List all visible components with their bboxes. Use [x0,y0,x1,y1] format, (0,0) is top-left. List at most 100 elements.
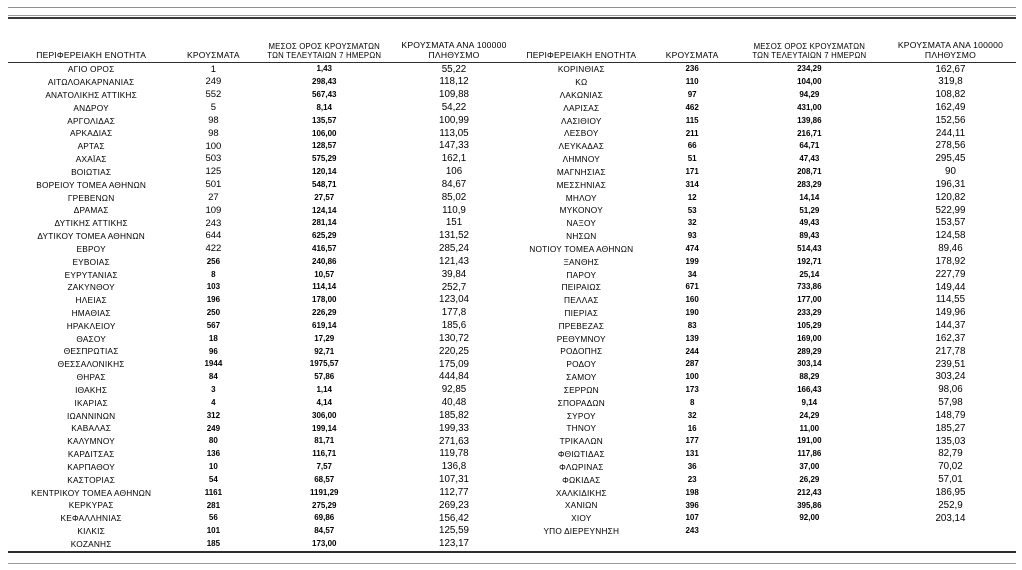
cell-avg7: 10,57 [314,269,335,279]
table-row: ΦΘΙΩΤΙΔΑΣ 131 117,86 82,79 [512,448,1016,461]
cell-per100k: 131,52 [439,230,469,242]
table-row: ΛΑΣΙΘΙΟΥ 115 139,86 152,56 [512,114,1016,127]
cell-region: ΤΡΙΚΑΛΩΝ [559,436,603,447]
cell-cases: 281 [206,500,221,510]
cell-cases: 110 [685,77,699,87]
cell-per100k: 89,46 [938,243,963,255]
cell-per100k: 319,8 [938,76,963,88]
cell-region: ΑΡΚΑΔΙΑΣ [70,128,113,139]
cell-cases: 96 [208,346,218,356]
cell-region: ΑΓΙΟ ΟΡΟΣ [67,64,115,75]
table-row: ΚΙΛΚΙΣ 101 84,57 125,59 [8,525,512,538]
cell-cases: 83 [687,320,697,330]
table-row: ΕΒΡΟΥ 422 416,57 285,24 [8,243,512,256]
table-row: ΠΕΙΡΑΙΩΣ 671 733,86 149,44 [512,281,1016,294]
cell-per100k: 92,85 [441,384,467,396]
table-row: ΦΛΩΡΙΝΑΣ 36 37,00 70,02 [512,461,1016,474]
cell-avg7: 26,29 [799,474,820,484]
cell-cases: 8 [689,397,695,407]
cell-region: ΚΩ [575,77,588,88]
cell-per100k: 130,72 [439,332,469,344]
table-row: ΝΗΣΩΝ 93 89,43 124,58 [512,230,1016,243]
cell-per100k: 98,06 [938,384,963,396]
cell-cases: 93 [687,231,697,241]
cell-region: ΙΚΑΡΙΑΣ [74,397,108,408]
table-body-left: ΑΓΙΟ ΟΡΟΣ 1 1,43 55,22 ΑΙΤΩΛΟΑΚΑΡΝΑΝΙΑΣ 249 29… [8,63,512,550]
cell-avg7: 1975,57 [309,359,339,369]
cell-per100k: 55,22 [441,63,467,75]
cell-avg7: 8,14 [316,102,333,112]
cell-avg7: 9,14 [801,397,818,407]
cell-per100k: 185,82 [439,409,469,421]
cell-avg7: 68,57 [314,474,335,484]
cell-region: ΑΙΤΩΛΟΑΚΑΡΝΑΝΙΑΣ [47,77,135,88]
table-row: ΖΑΚΥΝΘΟΥ 103 114,14 252,7 [8,281,512,294]
cell-region: ΘΕΣΣΑΛΟΝΙΚΗΣ [57,359,125,370]
cell-cases: 503 [205,153,222,165]
table-row: ΚΩ 110 104,00 319,8 [512,76,1016,89]
cell-avg7: 7,57 [316,462,333,472]
cell-cases: 12 [687,192,697,202]
cell-avg7: 283,29 [797,179,822,189]
cell-per100k: 40,48 [441,397,467,409]
regional-table-right: ΠΕΡΙΦΕΡΕΙΑΚΗ ΕΝΟΤΗΤΑ ΚΡΟΥΣΜΑΤΑ ΜΕΣΟΣ ΟΡΟ… [512,30,1016,550]
cell-cases: 552 [205,89,222,101]
cell-cases: 173 [685,385,699,395]
cell-region: ΗΡΑΚΛΕΙΟΥ [66,320,116,331]
table-row: ΙΚΑΡΙΑΣ 4 4,14 40,48 [8,397,512,410]
cell-avg7: 104,00 [797,77,822,87]
table-row: ΤΗΝΟΥ 16 11,00 185,27 [512,422,1016,435]
table-row: ΜΕΣΣΗΝΙΑΣ 314 283,29 196,31 [512,178,1016,191]
cell-per100k: 84,67 [441,178,467,190]
cell-region: ΣΥΡΟΥ [566,410,596,421]
cell-per100k: 148,79 [935,409,966,421]
cell-cases: 160 [685,295,699,305]
cell-avg7: 514,43 [797,244,822,253]
cell-cases: 671 [685,282,699,292]
cell-per100k: 114,55 [935,294,966,306]
table-row: ΛΑΡΙΣΑΣ 462 431,00 162,49 [512,101,1016,114]
cell-region: ΠΑΡΟΥ [566,269,597,280]
table-row: ΗΡΑΚΛΕΙΟΥ 567 619,14 185,6 [8,320,512,333]
table-row: ΑΓΙΟ ΟΡΟΣ 1 1,43 55,22 [8,63,512,76]
cell-per100k: 217,78 [935,345,966,357]
table-row: ΠΑΡΟΥ 34 25,14 227,79 [512,268,1016,281]
cell-region: ΙΘΑΚΗΣ [75,384,108,395]
table-row: ΑΝΔΡΟΥ 5 8,14 54,22 [8,101,512,114]
cell-per100k: 522,99 [935,204,966,216]
cell-per100k: 278,56 [935,140,966,152]
table-header-right: ΠΕΡΙΦΕΡΕΙΑΚΗ ΕΝΟΤΗΤΑ ΚΡΟΥΣΜΑΤΑ ΜΕΣΟΣ ΟΡΟ… [512,30,1016,63]
cell-region: ΝΟΤΙΟΥ ΤΟΜΕΑ ΑΘΗΝΩΝ [529,243,634,254]
cell-per100k: 175,09 [439,358,469,370]
cell-avg7: 84,57 [314,526,335,536]
cell-avg7: 226,29 [312,308,337,318]
cell-region: ΚΙΛΚΙΣ [77,526,105,537]
table-row: ΡΟΔΟΥ 287 303,14 239,51 [512,358,1016,371]
regional-table-left: ΠΕΡΙΦΕΡΕΙΑΚΗ ΕΝΟΤΗΤΑ ΚΡΟΥΣΜΑΤΑ ΜΕΣΟΣ ΟΡΟ… [8,30,512,550]
cell-region: ΧΙΟΥ [571,513,592,524]
column-header-per100k-line2: ΠΛΗΘΥΣΜΟ [924,49,976,60]
cell-avg7: 240,86 [312,256,337,266]
cell-cases: 109 [205,204,222,216]
cell-region: ΒΟΙΩΤΙΑΣ [71,166,112,177]
cell-avg7: 1191,29 [309,487,339,497]
top-rule-double-light [8,15,1016,16]
cell-per100k: 136,8 [441,461,467,473]
cell-avg7: 69,86 [314,513,335,523]
bottom-rule-thin [8,563,1016,564]
cell-avg7: 234,29 [797,64,822,74]
cell-cases: 190 [685,308,699,318]
cell-avg7: 192,71 [797,256,822,266]
cell-region: ΚΑΛΥΜΝΟΥ [67,436,116,447]
cell-region: ΚΑΡΠΑΘΟΥ [67,461,116,472]
cell-avg7: 88,29 [799,372,820,382]
cell-region: ΧΑΛΚΙΔΙΚΗΣ [555,487,607,498]
cell-cases: 314 [685,179,699,189]
cell-region: ΚΕΦΑΛΛΗΝΙΑΣ [60,513,122,524]
cell-region: ΝΗΣΩΝ [566,231,597,242]
table-row: ΑΡΤΑΣ 100 128,57 147,33 [8,140,512,153]
cell-cases: 97 [687,90,697,100]
cell-avg7: 37,00 [799,462,820,472]
table-row: ΦΩΚΙΔΑΣ 23 26,29 57,01 [512,474,1016,487]
cell-cases: 501 [205,179,222,191]
